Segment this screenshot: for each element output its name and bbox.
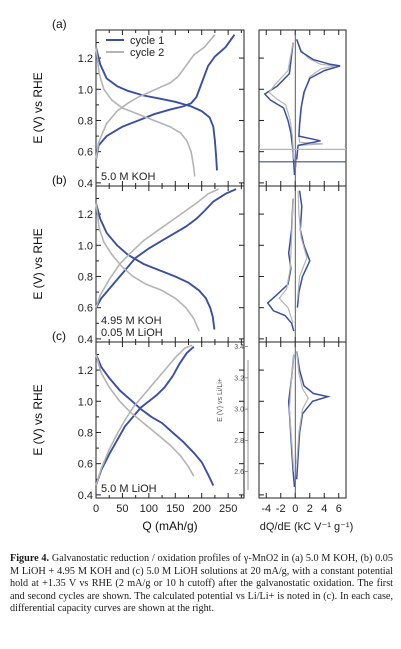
panel-b: 0.4 0.6 0.8 1.0 1.2 E (V) vs RHE (b) 4.95 M KOH… [31,173,347,346]
x-tick-label: 250 [219,503,237,515]
diff-curve-red-2 [268,42,295,160]
main-plot-frame [95,29,245,187]
diff-curve-red-2 [288,354,295,472]
panel-label: (b) [52,173,67,187]
y-tick-label: 0.8 [78,115,93,127]
y-tick-label: 1.2 [78,53,93,65]
y-tick-label: 1.0 [78,240,93,252]
x-axis-label: Q (mAh/g) [142,519,197,533]
caption-text: Galvanostatic reduction / oxidation prof… [10,553,393,615]
electrolyte-label: 4.95 M KOH [101,315,162,327]
x-tick-label: 200 [193,503,211,515]
y-tick-label: 0.8 [78,271,93,283]
figure-caption: Figure 4. Galvanostatic reduction / oxid… [10,553,393,616]
electrolyte-label: 5.0 M KOH [101,171,155,183]
panel-a: 0.4 0.6 0.8 1.0 1.2 E (V) vs RHE (a) 5.0 M KOH c… [31,17,347,190]
diff-x-tick-label: 6 [336,503,342,515]
y-tick-label: 0.6 [78,459,93,471]
x-tick-label: 100 [140,503,158,515]
y-tick-label: 1.2 [78,209,93,221]
diff-x-tick-label: -4 [261,503,271,515]
li-tick-label: 2.6 [234,469,244,476]
y-axis-label: E (V) vs RHE [31,228,45,299]
x-tick-label: 50 [116,503,128,515]
panel-label: (a) [52,17,67,31]
series-line-1-reduction [95,202,216,330]
series-line-1-reduction [95,46,218,171]
series-line-2-reduction [95,203,200,332]
y-tick-label: 0.6 [78,147,93,159]
li-tick-label: 3.4 [234,344,244,351]
x-tick-label: 0 [93,503,99,515]
series-line-1-oxidation [95,34,236,160]
y-tick-label: 1.0 [78,396,93,408]
main-plot-frame [95,341,245,499]
li-axis-label: E (V) vs Li/Li+ [217,378,224,422]
series-line-1-oxidation [95,188,237,309]
series-line-1-oxidation [95,345,195,486]
diff-x-tick-label: -2 [276,503,286,515]
series-line-1-reduction [95,354,215,486]
diff-curve-ox-2 [296,351,309,464]
y-tick-label: 1.0 [78,84,93,96]
li-tick-label: 3.2 [234,375,244,382]
figure: 0.4 0.6 0.8 1.0 1.2 E (V) vs RHE (a) 5.0 M KOH c… [31,17,353,533]
diff-plot-frame [258,341,347,499]
y-tick-label: 0.4 [78,178,93,190]
diff-x-tick-label: 4 [321,503,327,515]
series-line-2-oxidation [95,34,216,160]
diff-curve-red-2 [278,198,294,324]
diff-curve-ox-1 [295,39,341,160]
electrolyte-label: 5.0 M LiOH [101,483,157,495]
diff-plot-frame [258,185,347,343]
y-axis-label: E (V) vs RHE [31,72,45,143]
y-axis-label: E (V) vs RHE [31,384,45,455]
y-tick-label: 0.4 [78,490,93,502]
electrolyte-label: 0.05 M LiOH [101,327,163,339]
diff-x-tick-label: 2 [307,503,313,515]
diff-curve-ox-2 [296,190,308,300]
y-tick-label: 0.6 [78,303,93,315]
panel-label: (c) [52,329,66,343]
diff-curve-red-1 [263,42,296,176]
legend-entry: cycle 2 [130,47,164,59]
series-line-2-oxidation [95,188,219,308]
series-line-2-reduction [95,354,195,477]
y-tick-label: 0.4 [78,334,93,346]
series-line-2-reduction [95,47,196,177]
diff-curve-ox-1 [295,351,331,480]
caption-label: Figure 4. [10,553,50,564]
li-tick-label: 3.0 [234,407,244,414]
diff-curve-red-1 [266,198,295,332]
li-tick-label: 2.8 [234,438,244,445]
x-tick-label: 150 [166,503,184,515]
diff-curve-ox-1 [296,190,311,308]
y-tick-label: 0.8 [78,427,93,439]
panel-c: 0.4 0.6 0.8 1.0 1.2 E (V) vs RHE (c) 5.0 M LiOH… [31,329,353,533]
y-tick-label: 1.2 [78,365,93,377]
series-line-2-oxidation [95,344,193,486]
diff-x-axis-label: dQ/dE (kC V⁻¹ g⁻¹) [260,521,354,533]
legend-entry: cycle 1 [130,35,164,47]
diff-x-tick-label: 0 [292,503,298,515]
